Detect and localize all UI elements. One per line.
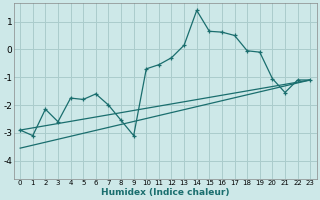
X-axis label: Humidex (Indice chaleur): Humidex (Indice chaleur): [101, 188, 229, 197]
